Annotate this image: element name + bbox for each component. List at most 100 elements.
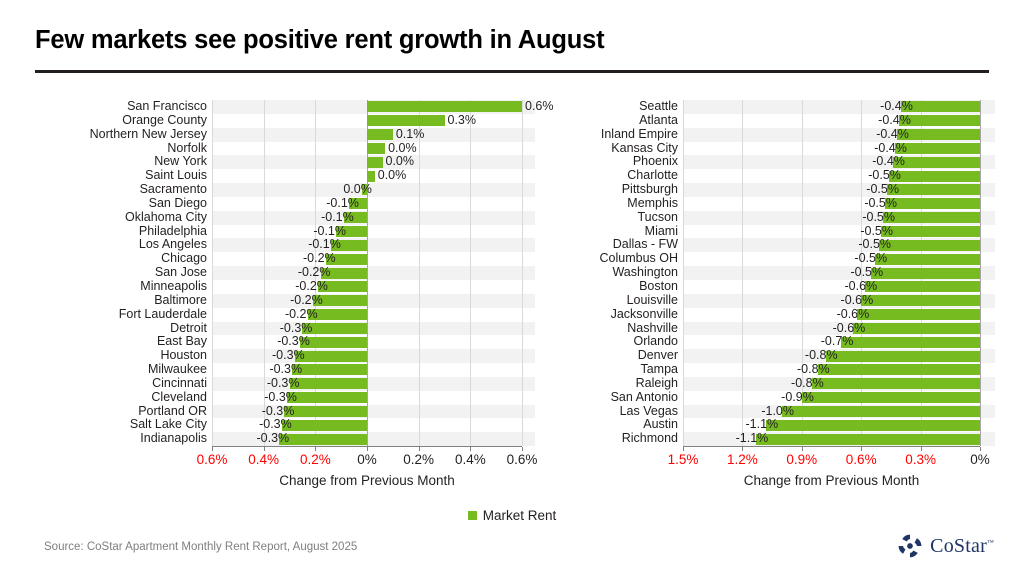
bar: [325, 253, 367, 265]
gridlines: [212, 196, 535, 211]
gridline: [263, 279, 265, 294]
zero-line: [980, 169, 981, 184]
chart-row: Orange County 0.3%: [35, 113, 535, 128]
zero-line: [367, 252, 368, 267]
chart-row: Tampa -0.8%: [545, 362, 995, 377]
gridline: [683, 279, 684, 294]
data-label: -0.2%: [284, 306, 318, 321]
gridline: [742, 335, 744, 350]
bar: [302, 322, 367, 334]
plot-cell: 0.0%: [212, 155, 535, 170]
category-label: Orlando: [633, 334, 678, 349]
gridline: [801, 266, 803, 280]
gridline: [742, 293, 744, 308]
category-label: San Diego: [148, 195, 207, 210]
gridline: [212, 113, 213, 128]
zero-line: [367, 210, 368, 225]
gridline: [683, 127, 684, 142]
gridline: [418, 183, 420, 197]
gridline: [522, 100, 523, 114]
bar: [343, 212, 367, 224]
plot-cell: -0.3%: [212, 404, 535, 419]
zero-line: [367, 238, 368, 253]
chart-row: Cincinnati -0.3%: [35, 376, 535, 391]
category-label: Cleveland: [151, 389, 207, 404]
bar: [811, 378, 980, 390]
data-label: -1.1%: [735, 431, 769, 446]
plot-cell: 0.0%: [212, 141, 535, 156]
gridline: [212, 307, 213, 322]
source-note: Source: CoStar Apartment Monthly Rent Re…: [44, 541, 358, 553]
category-label: San Antonio: [610, 389, 678, 404]
bar: [882, 212, 980, 224]
category-label: San Jose: [154, 265, 207, 280]
gridline: [212, 252, 213, 267]
chart-row: Austin -1.1%: [545, 418, 995, 433]
axis-tick-label: 0.6%: [506, 452, 538, 468]
gridlines: [212, 321, 535, 336]
bar: [320, 267, 367, 279]
gridline: [742, 418, 744, 433]
gridline: [470, 279, 472, 294]
data-label: -0.2%: [290, 292, 323, 307]
chart-row: Inland Empire -0.4%: [545, 127, 995, 142]
data-label: -0.8%: [804, 348, 838, 363]
zero-line: [980, 210, 981, 225]
gridline: [742, 113, 744, 128]
gridline: [801, 113, 803, 128]
zero-line: [980, 224, 981, 239]
chart-row: Nashville -0.6%: [545, 321, 995, 336]
plot-cell: 0.0%: [212, 182, 535, 197]
right-chart-x-axis: 1.5% 1.2% 0.9% 0.6% 0.3% 0% Change from Previo…: [668, 446, 990, 488]
plot-cell: -0.3%: [212, 348, 535, 364]
legend-label-market-rent: Market Rent: [482, 508, 557, 523]
bar: [312, 295, 367, 307]
gridline: [861, 155, 863, 170]
gridline: [522, 127, 523, 142]
chart-row: Charlotte -0.5%: [545, 168, 995, 184]
category-label: Minneapolis: [140, 278, 207, 293]
plot-cell: -0.4%: [683, 113, 995, 128]
gridline: [683, 100, 684, 114]
gridline: [263, 127, 265, 142]
data-label: -0.4%: [874, 140, 907, 155]
plot-cell: -0.6%: [683, 307, 995, 322]
zero-line: [980, 196, 981, 211]
gridline: [212, 238, 213, 253]
gridline: [683, 432, 684, 447]
data-label: -0.5%: [854, 251, 888, 266]
gridline: [212, 155, 213, 170]
gridline: [470, 418, 472, 433]
plot-cell: -0.5%: [683, 182, 995, 197]
gridline: [683, 321, 684, 336]
bar: [894, 142, 980, 154]
gridline: [742, 210, 744, 225]
gridline: [742, 224, 744, 239]
chart-row: Seattle -0.4%: [545, 99, 995, 114]
gridline: [522, 224, 523, 239]
gridline: [470, 335, 472, 350]
bar: [900, 101, 980, 113]
data-label: -0.5%: [850, 265, 884, 280]
gridlines: [212, 390, 535, 405]
zero-line: [980, 418, 981, 433]
gridline: [263, 293, 265, 308]
chart-row: Minneapolis -0.2%: [35, 278, 535, 294]
bar: [294, 350, 367, 362]
gridline: [742, 155, 744, 170]
gridline: [801, 141, 803, 156]
gridline: [742, 141, 744, 156]
plot-cell: -0.3%: [212, 376, 535, 391]
data-label: 0.1%: [395, 126, 425, 141]
zero-line: [980, 113, 981, 128]
bar: [896, 129, 980, 141]
gridline: [683, 349, 684, 364]
gridline: [801, 183, 803, 197]
axis-tick: [522, 447, 523, 452]
chart-row: San Francisco 0.6%: [35, 99, 554, 114]
gridline: [683, 169, 684, 184]
category-label: New York: [154, 154, 207, 169]
data-label: -0.3%: [264, 389, 297, 404]
gridline: [263, 100, 265, 114]
plot-cell: 0.6%: [212, 99, 554, 114]
